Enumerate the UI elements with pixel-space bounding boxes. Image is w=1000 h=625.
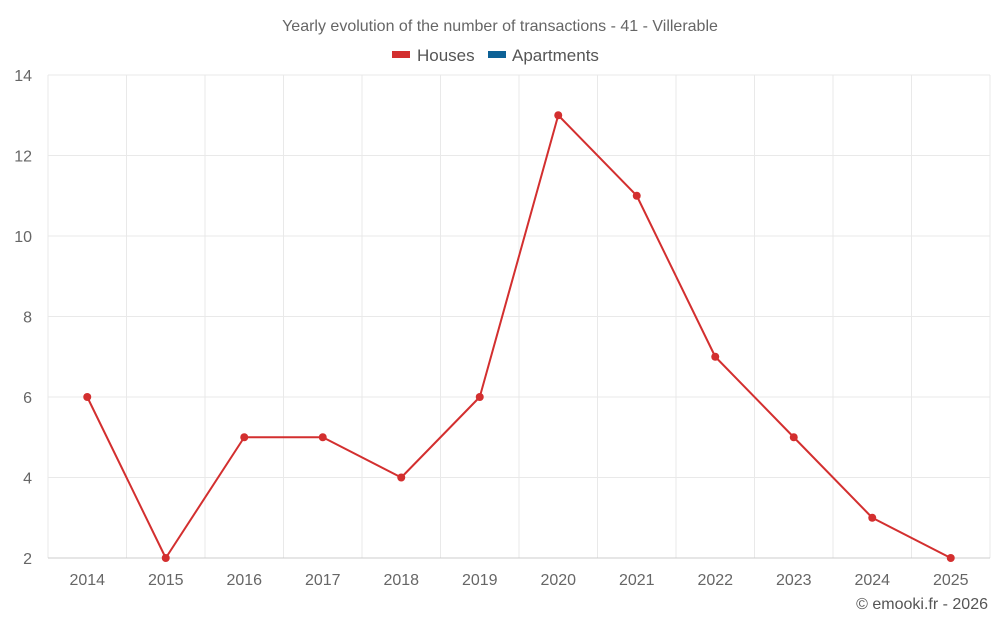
series-houses [83,111,955,562]
data-point[interactable] [711,352,720,361]
data-point[interactable] [161,554,170,562]
x-tick-label: 2014 [69,572,105,589]
x-tick-label: 2025 [933,572,969,589]
data-point[interactable] [475,393,484,401]
x-tick-label: 2020 [540,572,576,589]
legend-label-houses: Houses [417,46,475,65]
data-point[interactable] [868,513,877,522]
y-tick-label: 10 [14,229,32,246]
legend-swatch-houses [392,51,410,58]
legend-item-houses[interactable]: Houses [392,46,475,65]
data-point[interactable] [946,554,955,562]
series-line-houses [86,114,952,559]
chart-title: Yearly evolution of the number of transa… [282,18,718,35]
data-point[interactable] [83,393,92,401]
x-tick-label: 2017 [305,572,341,589]
x-tick-label: 2015 [148,572,184,589]
data-point[interactable] [554,111,563,120]
x-tick-label: 2024 [854,572,890,589]
y-tick-label: 6 [23,390,32,407]
data-point[interactable] [632,191,641,200]
x-tick-label: 2022 [697,572,733,589]
x-tick-label: 2023 [776,572,812,589]
y-tick-label: 14 [14,68,32,85]
y-tick-label: 2 [23,551,32,568]
y-tick-label: 4 [23,471,32,488]
series-layer [83,111,955,562]
grid [47,74,991,558]
legend[interactable]: Houses Apartments [392,46,599,65]
credit-text: © emooki.fr - 2026 [856,596,988,613]
x-tick-label: 2018 [383,572,419,589]
x-tick-label: 2016 [226,572,262,589]
data-point[interactable] [789,433,798,442]
x-tick-label: 2021 [619,572,655,589]
y-tick-label: 12 [14,149,32,166]
legend-item-apartments[interactable]: Apartments [488,46,599,65]
x-tick-label: 2019 [462,572,498,589]
legend-label-apartments: Apartments [512,46,599,65]
data-point[interactable] [240,433,249,442]
x-axis-ticks: 2014 2015 2016 2017 2018 2019 2020 2021 2022 2023… [69,572,968,589]
legend-swatch-apartments [488,51,506,58]
y-tick-label: 8 [23,310,32,327]
y-axis-ticks: 2 4 6 8 10 12 14 [14,68,32,568]
data-point[interactable] [318,433,327,442]
data-point[interactable] [397,473,406,482]
